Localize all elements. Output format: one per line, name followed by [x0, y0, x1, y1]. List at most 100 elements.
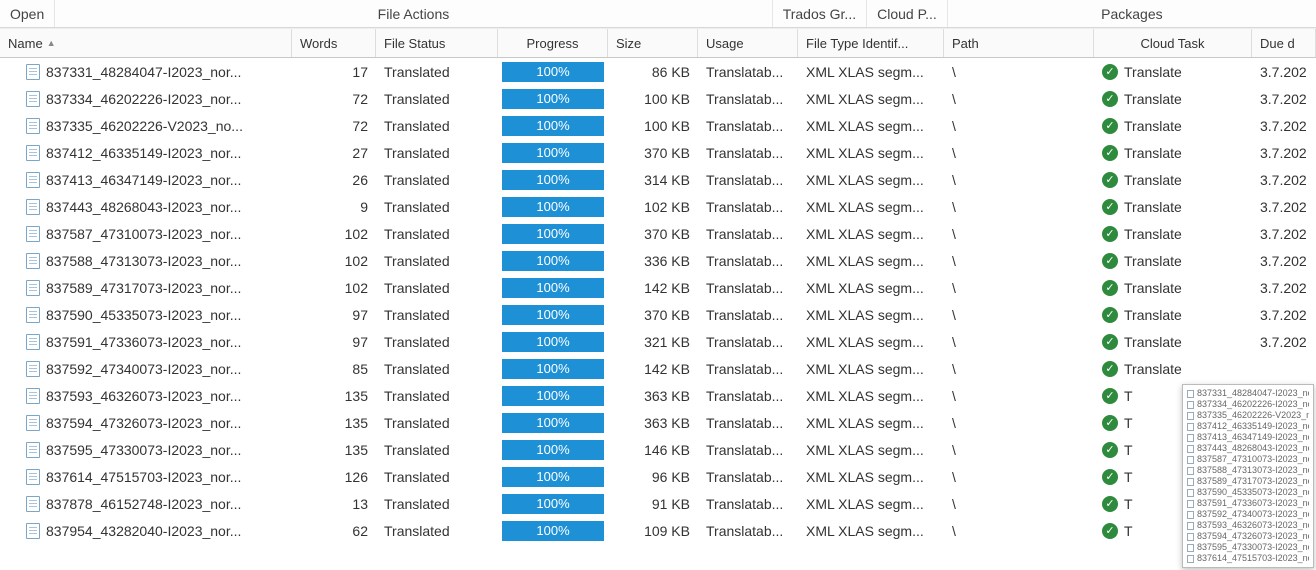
table-row[interactable]: 837954_43282040-I2023_nor...62Translated…: [0, 517, 1316, 544]
cell-usage: Translatab...: [698, 409, 798, 436]
file-name: 837413_46347149-I2023_nor...: [46, 172, 241, 188]
table-row[interactable]: 837412_46335149-I2023_nor...27Translated…: [0, 139, 1316, 166]
cell-type: XML XLAS segm...: [798, 409, 944, 436]
table-row[interactable]: 837589_47317073-I2023_nor...102Translate…: [0, 274, 1316, 301]
file-icon: [26, 469, 40, 485]
cell-type: XML XLAS segm...: [798, 436, 944, 463]
cell-status: Translated: [376, 274, 498, 301]
col-size[interactable]: Size: [608, 29, 698, 57]
progress-bar: 100%: [502, 332, 604, 352]
cell-task: ✓Translate: [1094, 301, 1252, 328]
cell-path: \: [944, 436, 1094, 463]
task-label: Translate: [1124, 253, 1182, 269]
cell-progress: 100%: [498, 193, 608, 220]
tooltip-text: 837589_47317073-I2023_nor...: [1197, 476, 1309, 487]
cell-type: XML XLAS segm...: [798, 112, 944, 139]
cell-status: Translated: [376, 436, 498, 463]
tooltip-line: 837590_45335073-I2023_nor...: [1187, 487, 1309, 498]
table-row[interactable]: 837335_46202226-V2023_no...72Translated1…: [0, 112, 1316, 139]
cell-words: 26: [292, 166, 376, 193]
cell-path: \: [944, 139, 1094, 166]
cell-size: 100 KB: [608, 85, 698, 112]
cloud-button[interactable]: Cloud P...: [867, 0, 948, 27]
table-row[interactable]: 837587_47310073-I2023_nor...102Translate…: [0, 220, 1316, 247]
cell-type: XML XLAS segm...: [798, 166, 944, 193]
progress-bar: 100%: [502, 224, 604, 244]
cell-name: 837413_46347149-I2023_nor...: [0, 166, 292, 193]
file-icon: [1187, 401, 1194, 409]
col-path[interactable]: Path: [944, 29, 1094, 57]
cell-name: 837443_48268043-I2023_nor...: [0, 193, 292, 220]
table-row[interactable]: 837595_47330073-I2023_nor...135Translate…: [0, 436, 1316, 463]
packages-button[interactable]: Packages: [948, 0, 1316, 27]
progress-bar: 100%: [502, 494, 604, 514]
task-label: T: [1124, 496, 1133, 512]
task-label: Translate: [1124, 172, 1182, 188]
cell-usage: Translatab...: [698, 382, 798, 409]
check-icon: ✓: [1102, 118, 1118, 134]
cell-status: Translated: [376, 112, 498, 139]
table-row[interactable]: 837591_47336073-I2023_nor...97Translated…: [0, 328, 1316, 355]
cell-name: 837335_46202226-V2023_no...: [0, 112, 292, 139]
cell-size: 86 KB: [608, 58, 698, 85]
col-usage[interactable]: Usage: [698, 29, 798, 57]
table-row[interactable]: 837334_46202226-I2023_nor...72Translated…: [0, 85, 1316, 112]
table-row[interactable]: 837443_48268043-I2023_nor...9Translated1…: [0, 193, 1316, 220]
cell-due: 3.7.202: [1252, 139, 1316, 166]
col-name[interactable]: Name ▲: [0, 29, 292, 57]
cell-status: Translated: [376, 517, 498, 544]
col-status[interactable]: File Status: [376, 29, 498, 57]
cell-name: 837331_48284047-I2023_nor...: [0, 58, 292, 85]
col-due[interactable]: Due d: [1252, 29, 1316, 57]
col-words[interactable]: Words: [292, 29, 376, 57]
cell-words: 27: [292, 139, 376, 166]
table-row[interactable]: 837594_47326073-I2023_nor...135Translate…: [0, 409, 1316, 436]
cell-task: ✓ Translate: [1094, 355, 1252, 382]
cell-progress: 100%: [498, 274, 608, 301]
check-icon: ✓: [1102, 361, 1118, 377]
table-row[interactable]: 837593_46326073-I2023_nor...135Translate…: [0, 382, 1316, 409]
file-icon: [1187, 555, 1194, 563]
task-label: T: [1124, 442, 1133, 458]
cell-progress: 100%: [498, 517, 608, 544]
cell-progress: 100%: [498, 220, 608, 247]
file-name: 837594_47326073-I2023_nor...: [46, 415, 241, 431]
cell-words: 85: [292, 355, 376, 382]
file-icon: [1187, 434, 1194, 442]
task-label: Translate: [1124, 145, 1182, 161]
task-label: Translate: [1124, 118, 1182, 134]
tooltip-line: 837335_46202226-V2023_no...: [1187, 410, 1309, 421]
col-type[interactable]: File Type Identif...: [798, 29, 944, 57]
cell-size: 146 KB: [608, 436, 698, 463]
cell-type: XML XLAS segm...: [798, 301, 944, 328]
cell-status: Translated: [376, 382, 498, 409]
check-icon: ✓: [1102, 496, 1118, 512]
col-task[interactable]: Cloud Task: [1094, 29, 1252, 57]
table-row[interactable]: 837588_47313073-I2023_nor...102Translate…: [0, 247, 1316, 274]
file-name: 837614_47515703-I2023_nor...: [46, 469, 241, 485]
file-icon: [1187, 390, 1194, 398]
task-label: Translate: [1124, 361, 1182, 377]
tooltip-text: 837334_46202226-I2023_nor...: [1197, 399, 1309, 410]
cell-words: 62: [292, 517, 376, 544]
cell-words: 97: [292, 301, 376, 328]
table-row[interactable]: 837590_45335073-I2023_nor...97Translated…: [0, 301, 1316, 328]
table-row[interactable]: 837614_47515703-I2023_nor...126Translate…: [0, 463, 1316, 490]
file-actions-button[interactable]: File Actions: [55, 0, 772, 27]
table-row[interactable]: 837878_46152748-I2023_nor...13Translated…: [0, 490, 1316, 517]
table-row[interactable]: 837592_47340073-I2023_nor...85Translated…: [0, 355, 1316, 382]
tooltip-text: 837593_46326073-I2023_nor...: [1197, 520, 1309, 531]
cell-task: ✓Translate: [1094, 85, 1252, 112]
table-row[interactable]: 837331_48284047-I2023_nor...17Translated…: [0, 58, 1316, 85]
trados-button[interactable]: Trados Gr...: [773, 0, 867, 27]
cell-type: XML XLAS segm...: [798, 220, 944, 247]
cell-usage: Translatab...: [698, 220, 798, 247]
cell-size: 370 KB: [608, 301, 698, 328]
tooltip-text: 837587_47310073-I2023_nor...: [1197, 454, 1309, 465]
open-button[interactable]: Open: [0, 0, 55, 27]
table-row[interactable]: 837413_46347149-I2023_nor...26Translated…: [0, 166, 1316, 193]
file-icon: [26, 415, 40, 431]
tooltip-text: 837443_48268043-I2023_nor...: [1197, 443, 1309, 454]
col-progress[interactable]: Progress: [498, 29, 608, 57]
task-label: T: [1124, 415, 1133, 431]
